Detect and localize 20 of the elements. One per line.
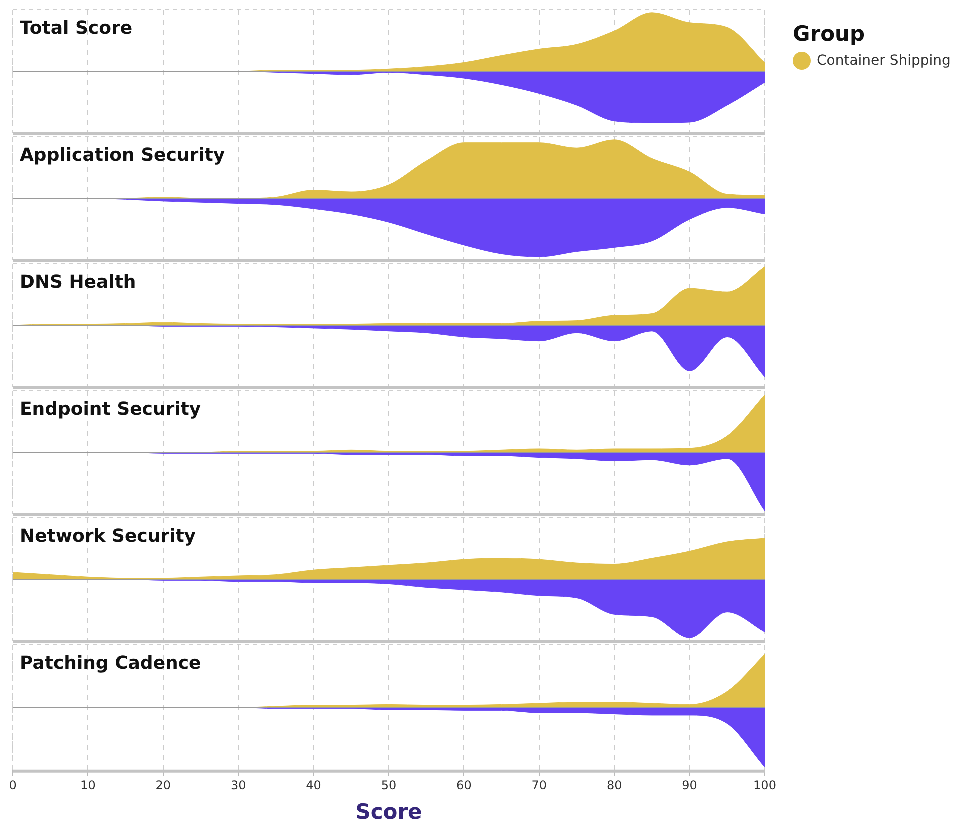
legend-title: Group bbox=[793, 22, 866, 46]
x-axis-title: Score bbox=[356, 800, 422, 824]
x-tick-label: 60 bbox=[456, 778, 472, 793]
x-tick-label: 70 bbox=[532, 778, 548, 793]
chart-title: Network Security bbox=[20, 526, 196, 547]
x-tick-label: 90 bbox=[682, 778, 698, 793]
chart-title: Patching Cadence bbox=[20, 653, 202, 674]
x-tick-label: 10 bbox=[80, 778, 96, 793]
chart-title: Endpoint Security bbox=[20, 399, 202, 420]
x-tick-label: 100 bbox=[754, 778, 776, 793]
x-tick-label: 40 bbox=[306, 778, 322, 793]
chart-title: DNS Health bbox=[20, 272, 136, 293]
chart-title: Total Score bbox=[20, 18, 133, 39]
chart-title: Application Security bbox=[20, 145, 226, 166]
x-tick-label: 80 bbox=[606, 778, 622, 793]
x-tick-label: 30 bbox=[230, 778, 246, 793]
legend-label: Container Shipping bbox=[817, 53, 951, 69]
x-tick-label: 50 bbox=[381, 778, 397, 793]
x-tick-label: 0 bbox=[9, 778, 17, 793]
x-tick-label: 20 bbox=[156, 778, 172, 793]
